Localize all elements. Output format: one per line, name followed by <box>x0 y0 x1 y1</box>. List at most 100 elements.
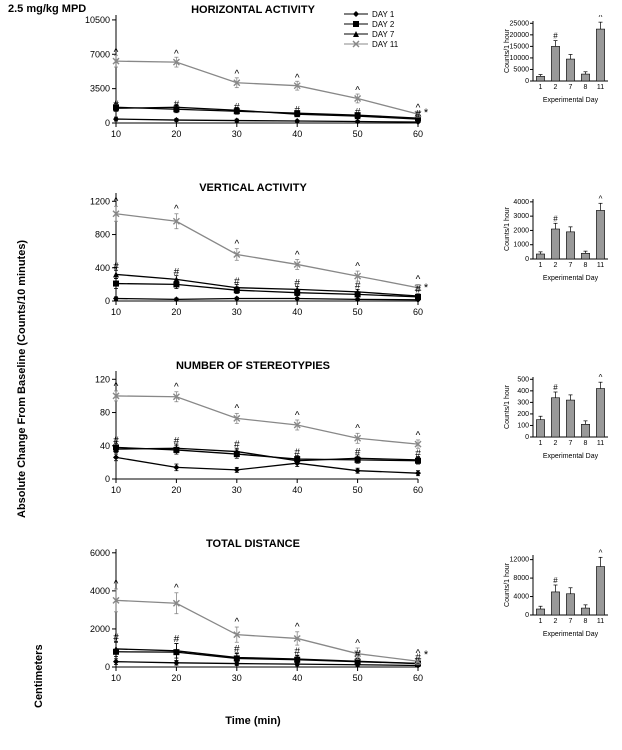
svg-text:15000: 15000 <box>510 43 530 50</box>
svg-text:1000: 1000 <box>513 242 529 249</box>
svg-text:100: 100 <box>517 422 529 429</box>
inset-2: 0100200300400500127811#^Experimental Day… <box>499 371 614 461</box>
svg-text:^: ^ <box>295 622 300 633</box>
svg-text:Counts/1 hour: Counts/1 hour <box>504 206 511 251</box>
svg-text:8: 8 <box>584 618 588 625</box>
svg-text:40: 40 <box>292 485 302 495</box>
panel-title: NUMBER OF STEREOTYPIES <box>78 360 428 372</box>
svg-text:1: 1 <box>539 84 543 91</box>
svg-text:30: 30 <box>232 673 242 683</box>
svg-text:0: 0 <box>525 434 529 441</box>
svg-text:2000: 2000 <box>90 624 110 634</box>
svg-text:12000: 12000 <box>510 557 530 564</box>
svg-text:Experimental Day: Experimental Day <box>543 453 599 460</box>
svg-text:60: 60 <box>413 485 423 495</box>
svg-text:0: 0 <box>105 118 110 128</box>
svg-text:^: ^ <box>355 638 360 649</box>
svg-text:^: ^ <box>174 49 179 60</box>
svg-text:11: 11 <box>597 262 604 269</box>
svg-text:1: 1 <box>539 440 543 447</box>
svg-text:60: 60 <box>413 307 423 317</box>
dose-label: 2.5 mg/kg MPD <box>8 3 86 15</box>
svg-text:30: 30 <box>232 485 242 495</box>
svg-text:2000: 2000 <box>513 227 529 234</box>
svg-text:^: ^ <box>114 197 119 208</box>
svg-text:800: 800 <box>95 230 110 240</box>
svg-text:30: 30 <box>232 307 242 317</box>
svg-text:2: 2 <box>554 440 558 447</box>
svg-text:11: 11 <box>597 440 604 447</box>
svg-text:#: # <box>174 436 180 447</box>
svg-text:50: 50 <box>353 485 363 495</box>
svg-text:500: 500 <box>517 376 529 383</box>
svg-text:^: ^ <box>355 86 360 97</box>
svg-text:0: 0 <box>525 612 529 619</box>
svg-text:50: 50 <box>353 307 363 317</box>
svg-text:200: 200 <box>517 411 529 418</box>
svg-text:0: 0 <box>105 296 110 306</box>
svg-text:#: # <box>234 276 240 287</box>
svg-text:^: ^ <box>295 250 300 261</box>
svg-text:Counts/1 hour: Counts/1 hour <box>504 28 511 73</box>
svg-text:#: # <box>174 634 180 645</box>
svg-text:#: # <box>234 439 240 450</box>
global-ylabel: Absolute Change From Baseline (Counts/10… <box>5 20 19 530</box>
svg-text:^: ^ <box>599 194 603 203</box>
svg-text:8: 8 <box>584 262 588 269</box>
panel-1: 04008001200102030405060^^^^^^######* <box>78 185 428 325</box>
svg-text:#: # <box>415 449 421 460</box>
svg-text:*: * <box>424 282 429 294</box>
svg-text:11: 11 <box>597 84 604 91</box>
svg-text:3500: 3500 <box>90 84 110 94</box>
svg-text:20: 20 <box>171 307 181 317</box>
svg-text:3000: 3000 <box>513 213 529 220</box>
svg-text:1: 1 <box>539 262 543 269</box>
svg-text:2: 2 <box>554 84 558 91</box>
svg-text:#: # <box>234 644 240 655</box>
svg-text:7: 7 <box>569 618 573 625</box>
svg-text:Counts/1 hour: Counts/1 hour <box>504 384 511 429</box>
svg-text:Counts/1 hour: Counts/1 hour <box>504 562 511 607</box>
legend: DAY 1DAY 2DAY 7DAY 11 <box>340 6 430 56</box>
svg-text:^: ^ <box>599 373 603 382</box>
svg-text:^: ^ <box>599 549 603 557</box>
svg-text:60: 60 <box>413 129 423 139</box>
svg-text:^: ^ <box>295 410 300 421</box>
svg-text:40: 40 <box>292 307 302 317</box>
svg-text:#: # <box>553 214 558 223</box>
svg-text:#: # <box>113 99 119 110</box>
svg-text:2: 2 <box>554 262 558 269</box>
svg-text:2: 2 <box>554 618 558 625</box>
svg-text:#: # <box>234 102 240 113</box>
svg-text:40: 40 <box>292 673 302 683</box>
svg-text:#: # <box>553 383 558 392</box>
svg-text:1: 1 <box>539 618 543 625</box>
svg-text:#: # <box>415 652 421 663</box>
svg-text:#: # <box>415 109 421 120</box>
xlabel: Time (min) <box>78 715 428 727</box>
svg-text:0: 0 <box>105 662 110 672</box>
svg-text:0: 0 <box>525 78 529 85</box>
svg-text:DAY 7: DAY 7 <box>372 30 395 39</box>
svg-text:8000: 8000 <box>513 575 529 582</box>
svg-text:#: # <box>355 447 361 458</box>
svg-text:#: # <box>174 99 180 110</box>
svg-text:#: # <box>113 632 119 643</box>
svg-text:^: ^ <box>234 404 239 415</box>
svg-text:400: 400 <box>95 263 110 273</box>
svg-text:Experimental Day: Experimental Day <box>543 97 599 104</box>
svg-text:^: ^ <box>416 430 421 441</box>
svg-text:300: 300 <box>517 399 529 406</box>
inset-0: 0500010000150002000025000127811#^Experim… <box>499 15 614 105</box>
svg-text:DAY 11: DAY 11 <box>372 40 399 49</box>
svg-text:*: * <box>424 107 429 119</box>
svg-text:#: # <box>294 278 300 289</box>
svg-text:120: 120 <box>95 374 110 384</box>
svg-text:11: 11 <box>597 618 604 625</box>
panel-title: TOTAL DISTANCE <box>78 538 428 550</box>
svg-text:Experimental Day: Experimental Day <box>543 631 599 638</box>
svg-text:7: 7 <box>569 440 573 447</box>
svg-text:8: 8 <box>584 440 588 447</box>
svg-text:10: 10 <box>111 673 121 683</box>
svg-text:Experimental Day: Experimental Day <box>543 275 599 282</box>
